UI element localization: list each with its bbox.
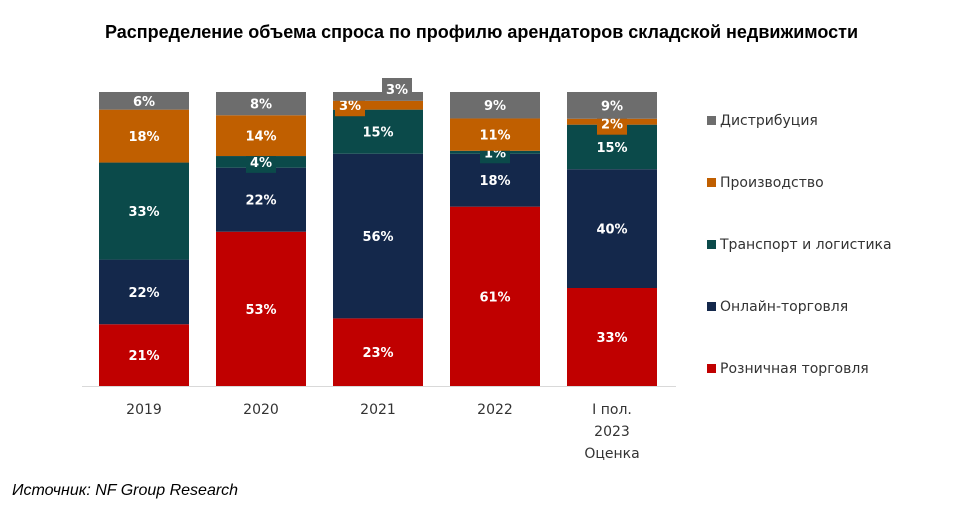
bar-segment — [99, 162, 189, 260]
data-label: 14% — [245, 130, 276, 145]
x-tick-label: 2019 — [126, 402, 162, 418]
bar-segment — [333, 153, 423, 319]
x-tick-label: 2022 — [477, 402, 513, 418]
data-label: 33% — [128, 205, 159, 220]
data-label: 40% — [596, 223, 627, 238]
data-label: 11% — [479, 129, 510, 144]
data-label-box — [382, 78, 412, 100]
legend-label: Дистрибуция — [720, 113, 818, 129]
data-label: 22% — [245, 194, 276, 209]
source-note: Источник: NF Group Research — [12, 482, 239, 499]
bar-segment — [99, 259, 189, 325]
data-label: 18% — [128, 130, 159, 145]
bar-segment — [216, 167, 306, 232]
bar-segment — [450, 206, 540, 386]
legend-swatch — [707, 364, 716, 373]
data-label: 33% — [596, 331, 627, 346]
x-tick-label: 2021 — [360, 402, 396, 418]
legend-swatch — [707, 302, 716, 311]
data-label: 15% — [362, 126, 393, 141]
legend-label: Розничная торговля — [720, 361, 869, 377]
legend-swatch — [707, 116, 716, 125]
data-label: 8% — [250, 98, 272, 113]
data-label-box — [246, 150, 276, 173]
data-label: 3% — [339, 99, 361, 114]
bar-segment — [216, 115, 306, 157]
data-label: 4% — [250, 156, 272, 171]
bar-segment — [333, 109, 423, 154]
bar-segment — [99, 92, 189, 110]
bar-segment — [450, 92, 540, 119]
data-label: 6% — [133, 95, 155, 110]
x-tick-label: Оценка — [584, 446, 639, 462]
legend-label: Производство — [720, 175, 824, 191]
legend-label: Онлайн-торговля — [720, 299, 848, 315]
data-label: 15% — [596, 141, 627, 156]
data-label: 61% — [479, 290, 510, 305]
data-label: 3% — [386, 83, 408, 98]
bar-segment — [450, 118, 540, 151]
bar-segment — [333, 318, 423, 386]
data-label: 21% — [128, 349, 159, 364]
legend-swatch — [707, 178, 716, 187]
bar-segment — [99, 324, 189, 386]
data-label: 2% — [601, 118, 623, 133]
data-label: 23% — [362, 346, 393, 361]
bar-segment — [567, 288, 657, 386]
bar-segment — [99, 109, 189, 163]
x-tick-label: 2023 — [594, 424, 630, 440]
data-label: 22% — [128, 286, 159, 301]
bar-segment — [216, 231, 306, 386]
bar-segment — [333, 100, 423, 110]
legend-swatch — [707, 240, 716, 249]
bar-segment — [216, 92, 306, 116]
data-label: 18% — [479, 174, 510, 189]
chart-title: Распределение объема спроса по профилю а… — [104, 22, 859, 42]
legend-label: Транспорт и логистика — [719, 237, 892, 253]
data-label: 9% — [484, 99, 506, 114]
bar-segment — [333, 92, 423, 101]
data-label: 9% — [601, 99, 623, 114]
data-label: 56% — [362, 230, 393, 245]
bar-segment — [567, 92, 657, 119]
x-tick-label: I пол. — [592, 402, 632, 418]
bar-segment — [567, 169, 657, 288]
data-label: 53% — [245, 303, 276, 318]
x-tick-label: 2020 — [243, 402, 279, 418]
